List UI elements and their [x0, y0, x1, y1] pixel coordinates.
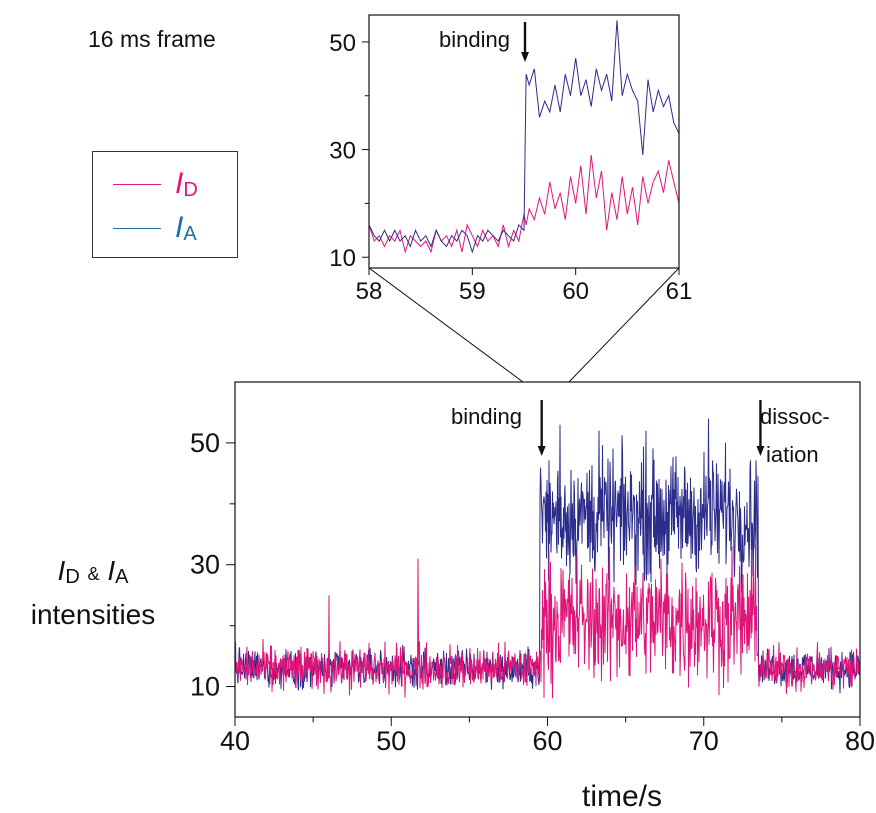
- x-tick-label: 50: [376, 726, 406, 756]
- x-tick-label: 60: [562, 278, 589, 305]
- frame-duration-note: 16 ms frame: [88, 26, 216, 52]
- inset-panel: 58 59 60 61 10 30 50 binding: [329, 14, 692, 305]
- legend-item-donor: ID: [113, 166, 198, 202]
- y-tick-label: 10: [329, 245, 356, 272]
- dissociation-label-line1: dissoc-: [760, 404, 830, 429]
- x-tick-label: 58: [356, 278, 383, 305]
- x-tick-label: 80: [845, 726, 875, 756]
- x-axis-label: time/s: [582, 780, 662, 813]
- dissociation-arrow-main-head: [756, 446, 765, 456]
- binding-arrow-inset-head: [521, 52, 529, 62]
- y-axis-label-line2: intensities: [30, 599, 156, 630]
- inset-plot-frame: [368, 14, 680, 269]
- legend-item-acceptor: IA: [113, 210, 197, 246]
- series-donor-main: [234, 544, 861, 699]
- binding-label-main: binding: [451, 404, 522, 429]
- main-series-layer: [234, 418, 861, 699]
- x-tick-label: 40: [220, 726, 250, 756]
- legend-swatch-acceptor: [113, 227, 161, 229]
- inset-annotations: binding: [439, 22, 529, 62]
- y-tick-label: 30: [329, 138, 356, 165]
- legend-swatch-donor: [113, 183, 161, 185]
- x-tick-label: 70: [689, 726, 719, 756]
- series-acceptor-inset: [368, 20, 680, 254]
- y-axis-label-line1: ID & IA: [57, 555, 129, 588]
- legend-label-acceptor: IA: [175, 210, 197, 245]
- binding-arrow-main-head: [537, 446, 546, 456]
- inset-axis-ticks: 58 59 60 61 10 30 50: [329, 30, 692, 305]
- y-tick-label: 30: [190, 550, 220, 580]
- inset-series-layer: [368, 20, 680, 254]
- y-axis-label: ID & IA intensities: [8, 552, 178, 634]
- legend: ID IA: [92, 151, 238, 258]
- y-tick-label: 10: [190, 672, 220, 702]
- x-tick-label: 60: [532, 726, 562, 756]
- main-axis-ticks: 40 50 60 70 80 10 30 50: [190, 428, 875, 756]
- dissociation-label-line2: iation: [766, 442, 819, 467]
- legend-label-donor: ID: [175, 166, 198, 201]
- zoom-connector: [368, 267, 680, 383]
- x-tick-label: 59: [459, 278, 486, 305]
- y-tick-label: 50: [190, 428, 220, 458]
- main-annotations: binding dissoc- iation: [451, 400, 830, 467]
- series-donor-inset: [368, 154, 680, 254]
- binding-label-inset: binding: [439, 27, 510, 52]
- y-tick-label: 50: [329, 30, 356, 57]
- x-tick-label: 61: [666, 278, 693, 305]
